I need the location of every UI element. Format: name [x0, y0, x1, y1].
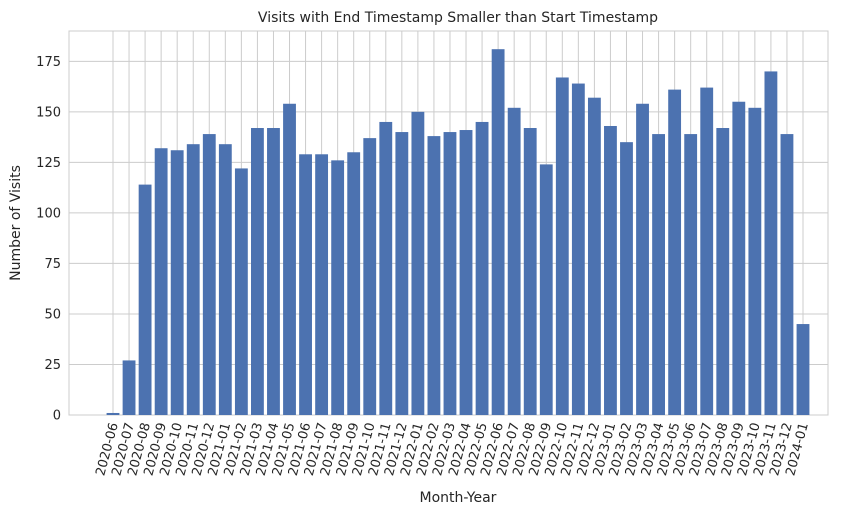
bar-2023-06	[684, 134, 698, 416]
y-tick-label: 100	[36, 206, 61, 221]
y-axis-title: Number of Visits	[8, 165, 24, 281]
y-tick-label: 175	[36, 55, 61, 70]
y-tick-label: 50	[44, 307, 61, 322]
bar-2022-10	[555, 77, 569, 416]
bar-2021-11	[379, 121, 393, 416]
y-tick-label: 150	[36, 105, 61, 120]
bar-2023-04	[652, 134, 665, 416]
bar-2021-02	[234, 168, 248, 415]
bar-2023-09	[732, 101, 746, 415]
bar-2021-04	[267, 128, 280, 415]
bar-2021-08	[331, 160, 345, 415]
bar-2021-10	[363, 138, 377, 415]
bar-2020-07	[122, 360, 136, 415]
y-tick-label: 125	[36, 156, 61, 171]
y-tick-labels: 0 25 50 75 100 125 150 175	[36, 55, 61, 424]
bar-2023-10	[748, 107, 762, 416]
x-axis-title: Month-Year	[420, 490, 497, 506]
bar-2023-11	[764, 71, 778, 415]
bar-2021-07	[315, 154, 329, 415]
bar-2021-05	[283, 103, 296, 415]
bar-2021-01	[218, 144, 232, 415]
bar-2021-03	[251, 128, 264, 415]
bar-2020-08	[138, 184, 152, 415]
bar-2020-10	[170, 150, 184, 415]
bar-2023-12	[780, 134, 794, 416]
bar-2022-11	[571, 83, 585, 416]
bar-2023-03	[636, 103, 649, 415]
bar-2022-08	[523, 128, 537, 415]
bar-2021-12	[395, 132, 409, 416]
bar-2023-08	[716, 128, 730, 415]
bar-2020-06	[106, 412, 120, 415]
bar-2021-06	[299, 154, 312, 415]
bar-2022-05	[475, 121, 489, 416]
bar-2022-07	[507, 107, 521, 416]
bar-2022-02	[427, 136, 441, 416]
bar-2023-01	[604, 125, 617, 415]
chart-title: Visits with End Timestamp Smaller than S…	[258, 10, 658, 26]
bar-2023-02	[620, 142, 633, 415]
bar-2020-11	[186, 144, 200, 415]
bar-2020-09	[154, 148, 168, 415]
bar-2021-09	[347, 152, 361, 415]
bar-2020-12	[202, 134, 216, 416]
bar-2022-03	[443, 132, 457, 416]
bar-2022-12	[587, 97, 601, 416]
x-tick-labels: 2020-062020-072020-082020-092020-102020-…	[93, 421, 812, 477]
bar-2023-07	[700, 87, 714, 415]
y-tick-label: 25	[44, 358, 61, 373]
bar-2022-06	[491, 49, 505, 415]
bar-2022-01	[411, 111, 425, 415]
bar-2023-05	[668, 89, 682, 415]
y-tick-label: 0	[53, 409, 61, 424]
bars	[106, 49, 810, 416]
bar-2022-04	[459, 130, 473, 415]
y-tick-label: 75	[44, 257, 61, 272]
bar-2024-01	[796, 324, 810, 415]
bar-2022-09	[539, 164, 553, 415]
